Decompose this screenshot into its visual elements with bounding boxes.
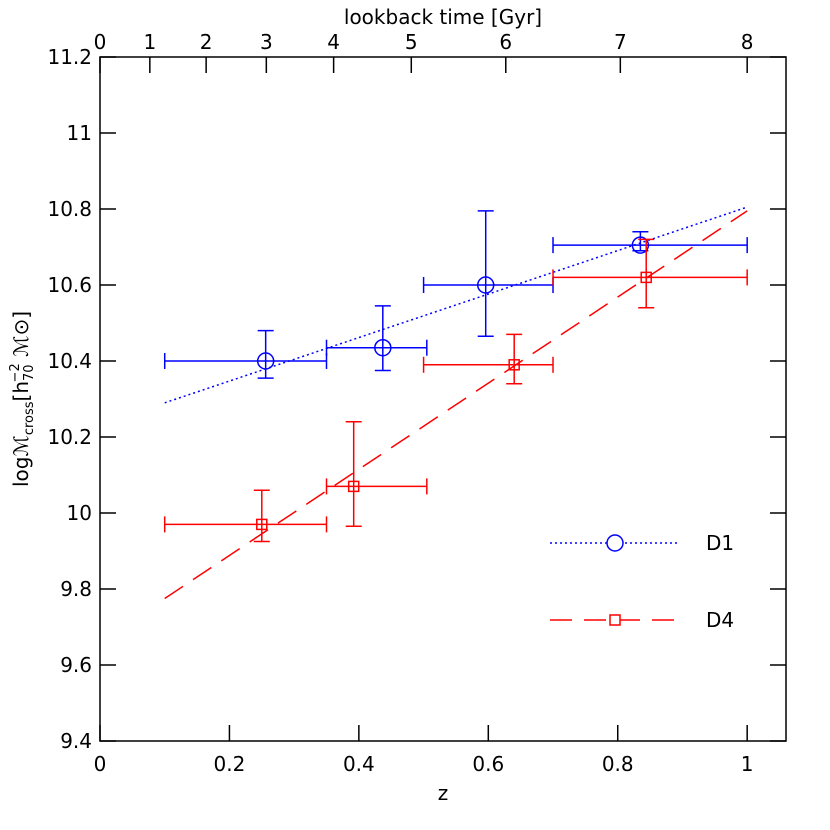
- y-tick-label: 10.2: [47, 425, 92, 449]
- y-tick-label: 11.2: [47, 45, 92, 69]
- y-tick-label: 11: [67, 121, 92, 145]
- marker: [508, 359, 520, 371]
- y-tick-label: 9.8: [60, 577, 92, 601]
- y-tick-label: 10.4: [47, 349, 92, 373]
- fit-line: [164, 210, 748, 600]
- legend-label: D1: [706, 531, 734, 555]
- marker: [640, 271, 652, 284]
- y-tick-label: 10.6: [47, 273, 92, 297]
- y-axis-label: logℳcross[h70−2 ℳ⊙]: [8, 311, 37, 487]
- x2-tick-label: 6: [499, 30, 512, 54]
- x-tick-label: 1: [741, 752, 754, 776]
- x2-tick-label: 8: [741, 30, 754, 54]
- x2-axis-label: lookback time [Gyr]: [344, 5, 542, 29]
- x2-tick-label: 1: [143, 30, 156, 54]
- legend-label: D4: [706, 608, 734, 632]
- x-tick-label: 0.8: [602, 752, 634, 776]
- y-label-close: ℳ⊙]: [9, 311, 33, 363]
- marker: [256, 352, 275, 370]
- y-tick-label: 10: [67, 501, 92, 525]
- x2-tick-label: 0: [94, 30, 107, 54]
- marker: [631, 236, 650, 254]
- x2-tick-label: 3: [260, 30, 273, 54]
- x-tick-label: 0.6: [472, 752, 504, 776]
- y-label-open: [h: [9, 381, 33, 401]
- y-label-main: logℳ: [9, 435, 33, 487]
- fit-line: [164, 206, 748, 404]
- x2-tick-label: 7: [614, 30, 627, 54]
- x-tick-label: 0.2: [214, 752, 246, 776]
- marker: [256, 518, 268, 531]
- marker: [476, 276, 495, 294]
- y-tick-label: 10.8: [47, 197, 92, 221]
- y-label-sup: −2: [8, 363, 23, 382]
- legend-marker: [609, 614, 621, 626]
- x2-tick-label: 4: [327, 30, 340, 54]
- y-tick-label: 9.6: [60, 653, 92, 677]
- x-tick-label: 0: [94, 752, 107, 776]
- y-tick-label: 9.4: [60, 729, 92, 753]
- y-label-sub: cross: [22, 401, 37, 435]
- plot-frame: [99, 56, 787, 742]
- y-label-sub2: 70: [22, 364, 37, 381]
- x2-tick-label: 5: [405, 30, 418, 54]
- x2-tick-label: 2: [200, 30, 213, 54]
- legend-marker: [606, 534, 624, 552]
- marker: [347, 480, 360, 493]
- marker: [374, 338, 392, 357]
- x-tick-label: 0.4: [343, 752, 375, 776]
- x-axis-label: z: [438, 781, 449, 805]
